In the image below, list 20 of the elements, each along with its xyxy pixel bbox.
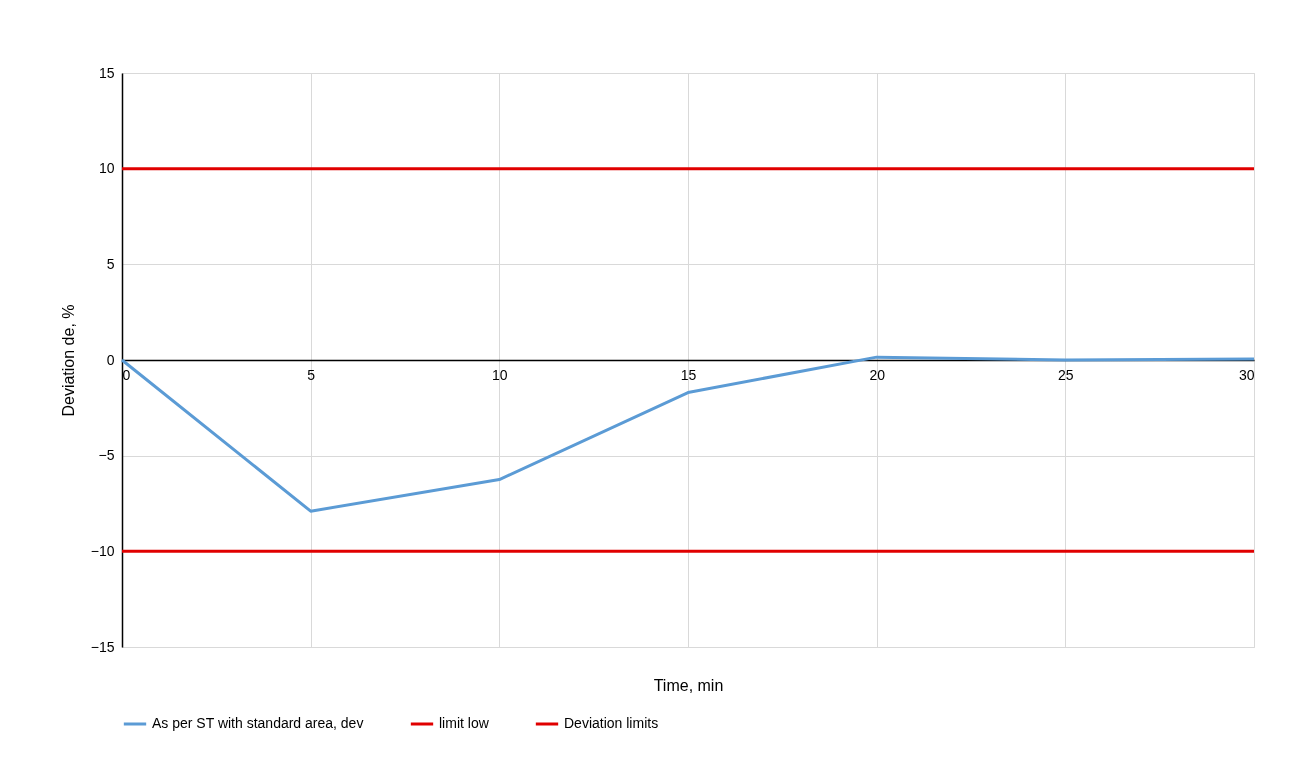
line-series bbox=[120, 355, 1256, 513]
y-tick-label: 5 bbox=[106, 255, 115, 272]
y-tick-label: 10 bbox=[98, 160, 115, 177]
x-tick-label: 20 bbox=[869, 366, 886, 383]
y-tick-label: −10 bbox=[90, 542, 115, 559]
x-tick-label: 30 bbox=[1238, 366, 1255, 383]
x-tick-label: 0 bbox=[122, 366, 131, 383]
x-tick-label: 5 bbox=[307, 366, 316, 383]
legend-label: Deviation limits bbox=[564, 715, 659, 731]
y-tick-label: 15 bbox=[98, 64, 115, 81]
y-axis-title: Deviation de, % bbox=[59, 304, 77, 417]
y-tick-label: −15 bbox=[90, 638, 115, 655]
legend-label: limit low bbox=[439, 715, 490, 731]
x-axis-title: Time, min bbox=[653, 676, 724, 694]
legend-label: As per ST with standard area, dev bbox=[152, 715, 364, 731]
y-tick-label: 0 bbox=[106, 351, 115, 368]
x-tick-label: 15 bbox=[680, 366, 697, 383]
y-tick-label: −5 bbox=[98, 447, 115, 464]
x-tick-label: 10 bbox=[492, 366, 508, 383]
x-tick-label: 25 bbox=[1058, 366, 1074, 383]
